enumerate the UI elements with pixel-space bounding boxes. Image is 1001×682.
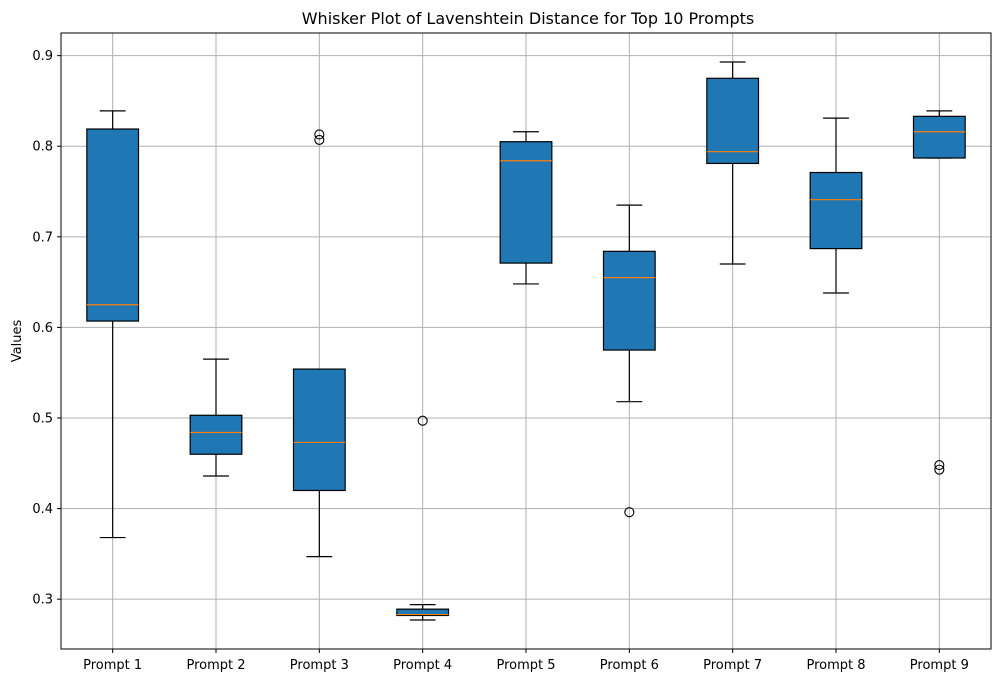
- box-6: [602, 250, 656, 351]
- outlier-point: [314, 129, 325, 140]
- box-8: [809, 171, 863, 250]
- y-tick-label: 0.3: [32, 593, 53, 608]
- x-tick-label: Prompt 2: [186, 658, 245, 673]
- y-tick-label: 0.4: [32, 502, 53, 517]
- box-9: [912, 115, 966, 159]
- outlier-point: [934, 460, 945, 471]
- y-tick-label: 0.9: [32, 49, 53, 64]
- box-7: [706, 77, 760, 165]
- chart-title: Whisker Plot of Lavenshtein Distance for…: [302, 9, 755, 28]
- y-tick-label: 0.7: [32, 230, 53, 245]
- y-tick-label: 0.6: [32, 321, 53, 336]
- x-tick-label: Prompt 5: [496, 658, 555, 673]
- y-axis-label: Values: [10, 320, 25, 363]
- outlier-point: [934, 464, 945, 475]
- outlier-point: [624, 507, 635, 518]
- plot-area: 0.3 0.4 0.5 0.6 0.7 0.8 0.9 Prompt 1 Prompt 2 Pro…: [32, 32, 992, 673]
- box-3: [292, 368, 346, 492]
- x-tick-label: Prompt 3: [290, 658, 349, 673]
- box-2: [189, 414, 243, 455]
- outlier-point: [417, 415, 428, 426]
- box-5: [499, 141, 553, 264]
- y-tick-label: 0.5: [32, 412, 53, 427]
- y-tick-label: 0.8: [32, 140, 53, 155]
- x-tick-label: Prompt 1: [83, 658, 142, 673]
- box-1: [86, 128, 140, 322]
- x-tick-label: Prompt 4: [393, 658, 452, 673]
- x-tick-label: Prompt 9: [910, 658, 969, 673]
- box-4: [396, 608, 450, 617]
- x-tick-label: Prompt 8: [806, 658, 865, 673]
- outlier-point: [314, 134, 325, 145]
- x-tick-label: Prompt 7: [703, 658, 762, 673]
- x-tick-label: Prompt 6: [600, 658, 659, 673]
